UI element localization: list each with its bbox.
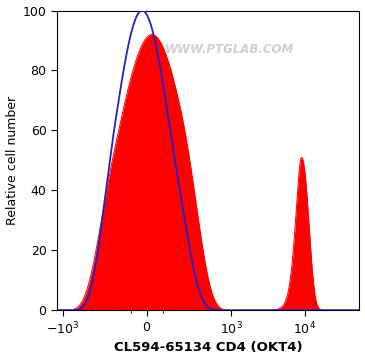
X-axis label: CL594-65134 CD4 (OKT4): CL594-65134 CD4 (OKT4) bbox=[114, 341, 303, 355]
Text: WWW.PTGLAB.COM: WWW.PTGLAB.COM bbox=[165, 43, 294, 56]
Y-axis label: Relative cell number: Relative cell number bbox=[5, 96, 19, 225]
